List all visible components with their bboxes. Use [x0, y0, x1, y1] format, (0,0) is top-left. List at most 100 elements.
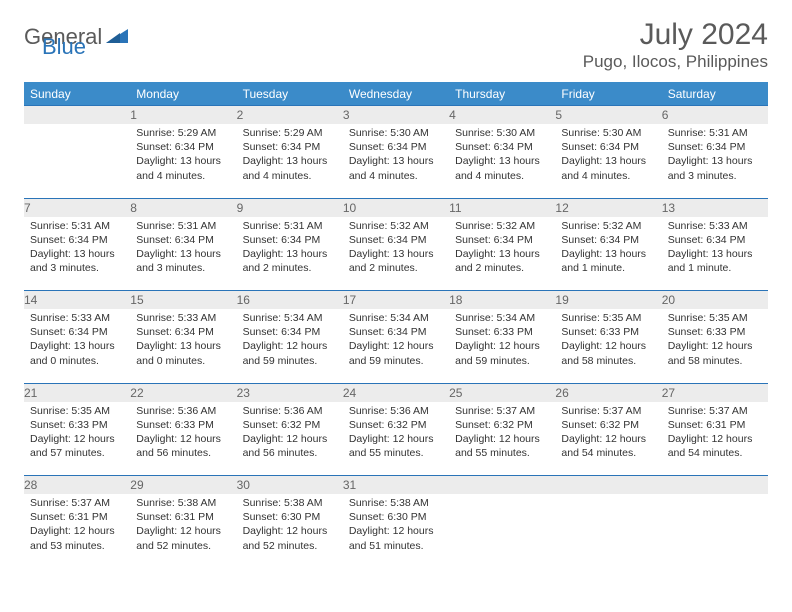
day-info-line: Sunset: 6:34 PM — [349, 233, 443, 247]
weekday-header: Friday — [555, 83, 661, 106]
day-info-line: Sunrise: 5:30 AM — [561, 126, 655, 140]
day-info-line: Daylight: 12 hours — [455, 432, 549, 446]
week-content-row: Sunrise: 5:31 AMSunset: 6:34 PMDaylight:… — [24, 217, 768, 291]
day-cell-content: Sunrise: 5:32 AMSunset: 6:34 PMDaylight:… — [343, 217, 449, 282]
day-cell: Sunrise: 5:31 AMSunset: 6:34 PMDaylight:… — [24, 217, 130, 291]
day-info-line: Daylight: 13 hours — [349, 247, 443, 261]
day-cell-content: Sunrise: 5:38 AMSunset: 6:30 PMDaylight:… — [343, 494, 449, 559]
weekday-header: Tuesday — [237, 83, 343, 106]
day-cell: Sunrise: 5:29 AMSunset: 6:34 PMDaylight:… — [130, 124, 236, 198]
week-content-row: Sunrise: 5:29 AMSunset: 6:34 PMDaylight:… — [24, 124, 768, 198]
week-content-row: Sunrise: 5:33 AM Sunset: 6:34 PM Daylight:… — [24, 309, 768, 383]
day-info-line: Sunset: 6:34 PM — [136, 233, 230, 247]
day-cell: Sunrise: 5:33 AMSunset: 6:34 PMDaylight:… — [130, 309, 236, 383]
day-info-line: Sunrise: 5:36 AM — [243, 404, 337, 418]
day-number: 12 — [555, 201, 568, 215]
weekday-header: Wednesday — [343, 83, 449, 106]
day-cell: Sunrise: 5:36 AMSunset: 6:33 PMDaylight:… — [130, 402, 236, 476]
day-number: 24 — [343, 386, 356, 400]
day-info-line: and 2 minutes. — [455, 261, 549, 275]
day-cell-content: Sunrise: 5:31 AMSunset: 6:34 PMDaylight:… — [130, 217, 236, 282]
day-cell-content: Sunrise: 5:31 AMSunset: 6:34 PMDaylight:… — [662, 124, 768, 189]
location-subtitle: Pugo, Ilocos, Philippines — [583, 52, 768, 72]
day-info-line: Sunrise: 5:38 AM — [349, 496, 443, 510]
day-info-line: Sunrise: 5:29 AM — [243, 126, 337, 140]
logo-text-blue: Blue — [42, 34, 86, 59]
day-number-cell: 8 — [130, 198, 236, 217]
month-title: July 2024 — [583, 18, 768, 52]
day-number-row: 78910111213 — [24, 198, 768, 217]
day-info-line: Sunrise: 5:33 AM — [30, 311, 124, 325]
day-info-line: Sunrise: 5:37 AM — [30, 496, 124, 510]
day-cell: Sunrise: 5:32 AMSunset: 6:34 PMDaylight:… — [449, 217, 555, 291]
day-info-line: Daylight: 12 hours — [136, 524, 230, 538]
day-info-line: Sunrise: 5:35 AM — [668, 311, 762, 325]
title-block: July 2024 Pugo, Ilocos, Philippines — [583, 18, 768, 72]
day-number: 2 — [237, 108, 244, 122]
day-cell: Sunrise: 5:30 AMSunset: 6:34 PMDaylight:… — [555, 124, 661, 198]
day-number-cell: 16 — [237, 291, 343, 310]
day-info-line: and 56 minutes. — [136, 446, 230, 460]
day-info-line: Sunrise: 5:34 AM — [243, 311, 337, 325]
day-info-line: Daylight: 12 hours — [668, 432, 762, 446]
day-info-line: Daylight: 12 hours — [30, 524, 124, 538]
day-info-line: Sunset: 6:34 PM — [455, 140, 549, 154]
day-info-line: Daylight: 13 hours — [349, 154, 443, 168]
day-info-line: Sunset: 6:34 PM — [243, 325, 337, 339]
day-info-line: Sunset: 6:33 PM — [455, 325, 549, 339]
day-number-cell: 19 — [555, 291, 661, 310]
day-number-row: 14151617181920 — [24, 291, 768, 310]
day-number-cell: 4 — [449, 106, 555, 125]
day-info-line: Sunrise: 5:30 AM — [455, 126, 549, 140]
day-info-line: Sunrise: 5:37 AM — [455, 404, 549, 418]
day-info-line: Daylight: 12 hours — [349, 339, 443, 353]
day-info-line: Sunset: 6:34 PM — [136, 325, 230, 339]
day-info-line: Sunset: 6:34 PM — [30, 233, 124, 247]
day-cell — [449, 494, 555, 568]
day-info-line: Daylight: 13 hours — [30, 247, 124, 261]
day-number: 3 — [343, 108, 350, 122]
day-info-line: Sunrise: 5:36 AM — [136, 404, 230, 418]
day-number-cell: 23 — [237, 383, 343, 402]
day-info-line: Sunset: 6:32 PM — [349, 418, 443, 432]
day-cell: Sunrise: 5:34 AMSunset: 6:33 PMDaylight:… — [449, 309, 555, 383]
day-info-line: and 58 minutes. — [561, 354, 655, 368]
day-cell-content: Sunrise: 5:32 AMSunset: 6:34 PMDaylight:… — [449, 217, 555, 282]
day-cell-content: Sunrise: 5:36 AMSunset: 6:32 PMDaylight:… — [343, 402, 449, 467]
day-info-line: Sunrise: 5:38 AM — [136, 496, 230, 510]
day-number-cell: 5 — [555, 106, 661, 125]
day-cell-content — [555, 494, 661, 502]
day-info-line: and 3 minutes. — [136, 261, 230, 275]
day-number-cell — [24, 106, 130, 125]
day-number: 26 — [555, 386, 568, 400]
day-info-line: Daylight: 13 hours — [30, 339, 124, 353]
day-number: 10 — [343, 201, 356, 215]
weekday-header: Saturday — [662, 83, 768, 106]
day-number: 6 — [662, 108, 669, 122]
header: General July 2024 Pugo, Ilocos, Philippi… — [24, 18, 768, 72]
day-info-line: Sunrise: 5:31 AM — [30, 219, 124, 233]
day-number-cell: 22 — [130, 383, 236, 402]
day-info-line: and 59 minutes. — [243, 354, 337, 368]
day-number-row: 21222324252627 — [24, 383, 768, 402]
day-info-line: Sunset: 6:34 PM — [668, 233, 762, 247]
day-cell: Sunrise: 5:33 AMSunset: 6:34 PMDaylight:… — [24, 309, 130, 383]
day-number-cell: 12 — [555, 198, 661, 217]
day-cell — [555, 494, 661, 568]
day-number: 14 — [24, 293, 37, 307]
day-cell-content: Sunrise: 5:30 AMSunset: 6:34 PMDaylight:… — [555, 124, 661, 189]
day-cell: Sunrise: 5:36 AMSunset: 6:32 PMDaylight:… — [237, 402, 343, 476]
day-info-line: and 59 minutes. — [455, 354, 549, 368]
day-info-line: Sunrise: 5:30 AM — [349, 126, 443, 140]
day-cell: Sunrise: 5:38 AMSunset: 6:31 PMDaylight:… — [130, 494, 236, 568]
day-info-line: Sunset: 6:30 PM — [243, 510, 337, 524]
day-number: 18 — [449, 293, 462, 307]
day-info-line: Daylight: 13 hours — [455, 154, 549, 168]
day-info-line: Sunset: 6:34 PM — [561, 233, 655, 247]
day-cell: Sunrise: 5:37 AMSunset: 6:31 PMDaylight:… — [662, 402, 768, 476]
day-info-line: and 4 minutes. — [136, 169, 230, 183]
day-number: 11 — [449, 201, 461, 215]
day-number-cell: 10 — [343, 198, 449, 217]
day-info-line: Sunset: 6:30 PM — [349, 510, 443, 524]
day-info-line: Sunrise: 5:36 AM — [349, 404, 443, 418]
